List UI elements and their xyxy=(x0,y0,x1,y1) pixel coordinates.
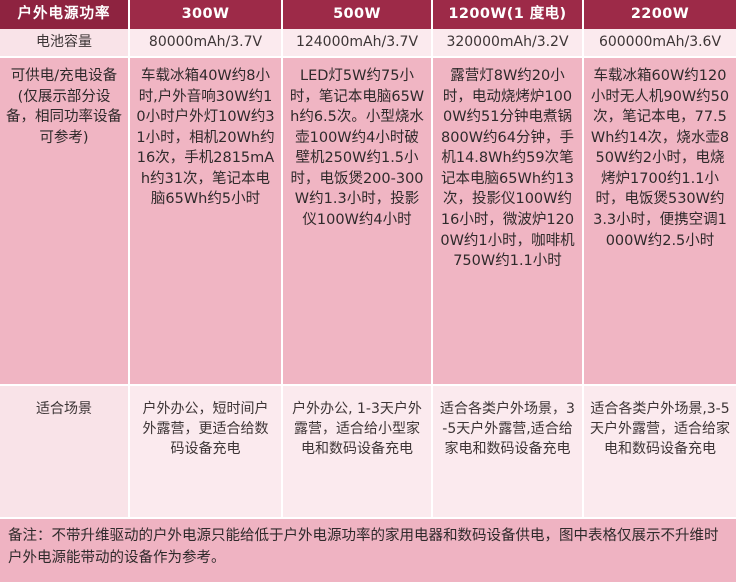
header-cell-500w: 500W xyxy=(283,0,433,29)
header-cell-300w: 300W xyxy=(130,0,283,29)
supported-devices-1200w: 露营灯8W约20小时，电动烧烤炉1000W约51分钟电煮锅800W约64分钟，手… xyxy=(433,58,584,386)
supported-devices-500w: LED灯5W约75小时，笔记本电脑65Wh约6.5次。小型烧水壶100W约4小时… xyxy=(283,58,433,386)
suitable-scenes-2200w: 适合各类户外场景,3-5天户外露营，适合给家电和数码设备充电 xyxy=(584,386,736,519)
supported-devices-300w: 车载冰箱40W约8小时,户外音响30W约10小时户外灯10W约31小时，相机20… xyxy=(130,58,283,386)
header-cell-power-label: 户外电源功率 xyxy=(0,0,130,29)
table-row-suitable-scenes: 适合场景 户外办公，短时间户外露营，更适合给数码设备充电 户外办公, 1-3天户… xyxy=(0,386,736,519)
suitable-scenes-500w: 户外办公, 1-3天户外露营，适合给小型家电和数码设备充电 xyxy=(283,386,433,519)
row-label-supported-devices: 可供电/充电设备 (仅展示部分设备，相同功率设备可参考) xyxy=(0,58,130,386)
row-label-battery-capacity: 电池容量 xyxy=(0,29,130,58)
table-footnote: 备注：不带升维驱动的户外电源只能给低于户外电源功率的家用电器和数码设备供电，图中… xyxy=(0,519,736,582)
battery-capacity-500w: 124000mAh/3.7V xyxy=(283,29,433,58)
table-row-supported-devices: 可供电/充电设备 (仅展示部分设备，相同功率设备可参考) 车载冰箱40W约8小时… xyxy=(0,58,736,386)
suitable-scenes-1200w: 适合各类户外场景，3-5天户外露营,适合给家电和数码设备充电 xyxy=(433,386,584,519)
row-label-suitable-scenes: 适合场景 xyxy=(0,386,130,519)
header-cell-2200w: 2200W xyxy=(584,0,736,29)
header-cell-1200w: 1200W(1 度电) xyxy=(433,0,584,29)
suitable-scenes-300w: 户外办公，短时间户外露营，更适合给数码设备充电 xyxy=(130,386,283,519)
battery-capacity-2200w: 600000mAh/3.6V xyxy=(584,29,736,58)
table-row-battery-capacity: 电池容量 80000mAh/3.7V 124000mAh/3.7V 320000… xyxy=(0,29,736,58)
supported-devices-2200w: 车载冰箱60W约120小时无人机90W约50次，笔记本电，77.5Wh约14次，… xyxy=(584,58,736,386)
battery-capacity-300w: 80000mAh/3.7V xyxy=(130,29,283,58)
battery-capacity-1200w: 320000mAh/3.2V xyxy=(433,29,584,58)
table-header-row: 户外电源功率 300W 500W 1200W(1 度电) 2200W xyxy=(0,0,736,29)
